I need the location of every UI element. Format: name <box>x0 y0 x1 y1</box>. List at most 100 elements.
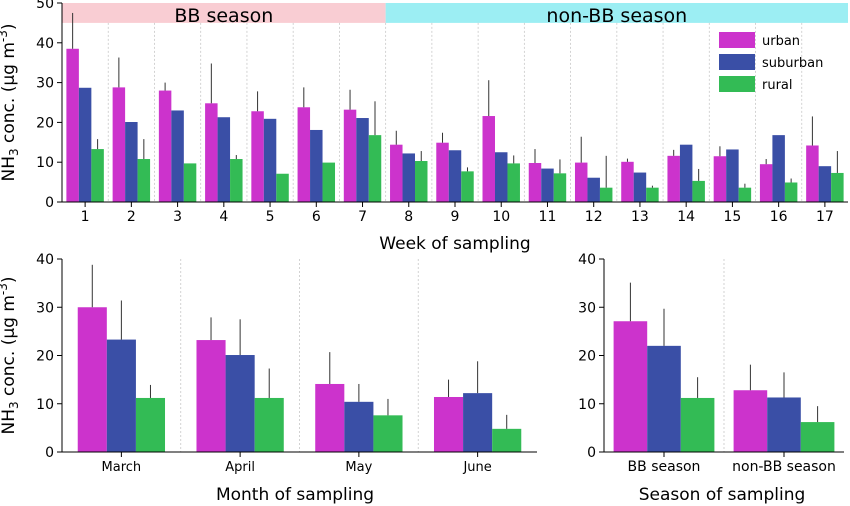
weekly-x-tick-label: 13 <box>631 209 649 225</box>
weekly-x-tick-label: 14 <box>677 209 695 225</box>
monthly-bar-suburban <box>225 355 255 452</box>
weekly-bar-suburban <box>772 135 785 202</box>
monthly-y-tick-label: 10 <box>36 397 54 413</box>
weekly-x-tick-label: 3 <box>173 209 182 225</box>
weekly-legend-swatch-rural <box>719 76 755 92</box>
monthly-y-tick-label: 40 <box>36 252 54 268</box>
weekly-bar-urban <box>436 142 449 202</box>
weekly-bar-suburban <box>448 150 462 202</box>
weekly-bar-rural <box>183 163 197 202</box>
monthly-x-tick-label: June <box>462 460 491 475</box>
monthly-bar-urban <box>433 396 464 452</box>
weekly-band-1 <box>385 3 848 23</box>
weekly-bar-urban <box>667 155 680 202</box>
seasonal-bar-suburban <box>767 397 801 452</box>
monthly-bar-urban <box>77 307 107 452</box>
seasonal-bar-urban <box>733 390 768 452</box>
weekly-bar-rural <box>784 182 798 202</box>
seasonal-panel: 0 10 20 30 40 BB season non-BB season Season of… <box>578 252 844 505</box>
weekly-x-tick-label: 4 <box>219 209 228 225</box>
weekly-bar-suburban <box>494 152 508 202</box>
weekly-bar-urban <box>205 103 218 202</box>
seasonal-x-axis-title: Season of sampling <box>639 485 806 505</box>
monthly-bar-rural <box>254 397 284 452</box>
weekly-bar-urban <box>112 87 126 202</box>
weekly-bar-rural <box>553 173 567 202</box>
seasonal-y-tick-label: 20 <box>578 349 596 365</box>
weekly-bar-suburban <box>402 153 416 202</box>
weekly-bar-rural <box>692 180 705 202</box>
weekly-y-axis-title: NH3 conc. (μg m-3) <box>0 23 21 181</box>
weekly-bar-suburban <box>78 87 92 202</box>
weekly-bar-urban <box>343 109 357 202</box>
monthly-y-tick-label: 30 <box>36 300 54 316</box>
weekly-bar-rural <box>137 159 151 202</box>
weekly-band-label-1: non-BB season <box>546 5 687 27</box>
weekly-bar-urban <box>158 90 172 202</box>
weekly-bar-suburban <box>217 117 231 202</box>
weekly-bar-rural <box>507 163 520 202</box>
monthly-y-axis-title: NH3 conc. (μg m-3) <box>0 276 21 434</box>
seasonal-y-tick-label: 30 <box>578 300 596 316</box>
monthly-bar-rural <box>135 397 166 452</box>
weekly-bar-urban <box>713 156 727 202</box>
weekly-bar-rural <box>91 149 104 202</box>
weekly-x-tick-label: 2 <box>127 209 136 225</box>
weekly-x-tick-label: 12 <box>585 209 603 225</box>
monthly-x-tick-label: March <box>102 460 142 475</box>
weekly-bar-urban <box>574 162 588 202</box>
seasonal-bar-rural <box>680 397 715 452</box>
monthly-bar-rural <box>492 428 522 452</box>
monthly-bar-urban <box>196 340 226 452</box>
weekly-legend-swatch-suburban <box>719 54 755 70</box>
seasonal-y-tick-label: 0 <box>587 445 596 461</box>
monthly-panel: 0 10 20 30 40 March April May June Month of sampl… <box>0 252 537 505</box>
weekly-band-label-0: BB season <box>174 5 273 27</box>
weekly-bar-rural <box>415 161 428 202</box>
weekly-x-tick-label: 1 <box>81 209 90 225</box>
weekly-x-tick-label: 15 <box>723 209 741 225</box>
weekly-bar-suburban <box>633 172 647 202</box>
weekly-legend-swatch-urban <box>719 32 755 48</box>
weekly-x-tick-label: 5 <box>266 209 275 225</box>
monthly-x-tick-label: May <box>345 460 372 475</box>
seasonal-bar-rural <box>800 422 835 452</box>
weekly-x-tick-label: 7 <box>358 209 367 225</box>
monthly-x-tick-label: April <box>225 460 255 475</box>
monthly-x-axis-title: Month of sampling <box>216 485 374 505</box>
weekly-bar-urban <box>66 48 79 202</box>
weekly-legend-label-urban: urban <box>762 34 800 49</box>
weekly-x-tick-label: 9 <box>451 209 460 225</box>
weekly-y-tick-label: 10 <box>36 155 54 171</box>
weekly-bar-suburban <box>310 129 323 202</box>
weekly-bar-rural <box>599 187 613 202</box>
weekly-x-tick-label: 6 <box>312 209 321 225</box>
monthly-bar-urban <box>315 383 345 452</box>
weekly-bar-rural <box>276 173 289 202</box>
weekly-x-axis-title: Week of sampling <box>379 234 530 254</box>
seasonal-x-tick-label: BB season <box>628 459 701 475</box>
weekly-x-tick-label: 10 <box>492 209 510 225</box>
monthly-bar-suburban <box>344 401 374 452</box>
weekly-bar-suburban <box>726 149 739 202</box>
weekly-bar-suburban <box>171 110 184 202</box>
weekly-y-tick-label: 40 <box>36 36 54 52</box>
weekly-bar-urban <box>251 111 264 202</box>
weekly-bar-urban <box>528 162 542 202</box>
monthly-bar-rural <box>373 415 403 452</box>
weekly-legend-label-suburban: suburban <box>762 56 823 71</box>
seasonal-bar-suburban <box>647 345 681 452</box>
monthly-y-tick-label: 20 <box>36 349 54 365</box>
weekly-bar-rural <box>738 187 752 202</box>
weekly-y-tick-label: 20 <box>36 115 54 131</box>
seasonal-y-tick-label: 10 <box>578 397 596 413</box>
weekly-bar-rural <box>368 135 382 202</box>
weekly-bar-suburban <box>541 168 554 202</box>
weekly-bar-suburban <box>679 144 693 202</box>
weekly-x-tick-label: 11 <box>539 209 557 225</box>
weekly-bar-suburban <box>587 177 600 202</box>
monthly-bar-suburban <box>463 393 493 452</box>
weekly-bar-suburban <box>356 118 369 202</box>
seasonal-bar-urban <box>613 321 648 452</box>
